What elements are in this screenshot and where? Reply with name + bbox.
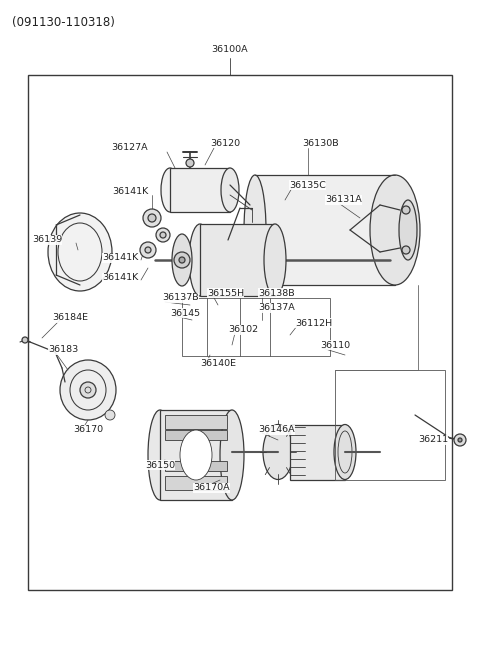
Text: 36137B: 36137B — [162, 293, 199, 303]
Ellipse shape — [48, 213, 112, 291]
Ellipse shape — [172, 234, 192, 286]
Circle shape — [458, 438, 462, 442]
Ellipse shape — [263, 424, 293, 479]
Circle shape — [454, 434, 466, 446]
Circle shape — [22, 337, 28, 343]
Bar — [165, 476, 227, 490]
Text: 36138B: 36138B — [258, 288, 295, 297]
Text: 36150: 36150 — [145, 460, 175, 470]
Text: 36112H: 36112H — [295, 318, 332, 328]
Text: 36170A: 36170A — [193, 483, 229, 493]
Ellipse shape — [399, 200, 417, 260]
Bar — [200, 224, 275, 296]
Circle shape — [140, 242, 156, 258]
Ellipse shape — [221, 168, 239, 212]
Text: 36102: 36102 — [228, 326, 258, 335]
Text: 36183: 36183 — [48, 345, 78, 354]
Circle shape — [402, 206, 410, 214]
Bar — [170, 168, 230, 212]
Text: 36110: 36110 — [320, 341, 350, 350]
Circle shape — [143, 209, 161, 227]
Circle shape — [148, 214, 156, 222]
Text: 36145: 36145 — [170, 309, 200, 318]
Text: 36135C: 36135C — [289, 181, 326, 189]
Circle shape — [156, 228, 170, 242]
Circle shape — [80, 382, 96, 398]
Circle shape — [402, 246, 410, 254]
Text: 36139: 36139 — [32, 236, 62, 244]
Ellipse shape — [161, 168, 179, 212]
Text: 36184E: 36184E — [52, 314, 88, 322]
Ellipse shape — [105, 410, 115, 420]
Circle shape — [179, 257, 185, 263]
Ellipse shape — [60, 360, 116, 420]
Bar — [165, 461, 227, 471]
Circle shape — [186, 159, 194, 167]
Ellipse shape — [334, 424, 356, 479]
Ellipse shape — [244, 175, 266, 285]
Ellipse shape — [148, 410, 172, 500]
Circle shape — [145, 247, 151, 253]
Text: 36141K: 36141K — [102, 274, 138, 282]
Text: 36100A: 36100A — [212, 45, 248, 54]
Ellipse shape — [220, 410, 244, 500]
Text: 36155H: 36155H — [207, 288, 244, 297]
Text: 36137A: 36137A — [258, 303, 295, 312]
Ellipse shape — [180, 430, 212, 480]
Bar — [182, 298, 330, 356]
Ellipse shape — [189, 224, 211, 296]
Bar — [255, 175, 395, 285]
Text: 36130B: 36130B — [302, 138, 338, 147]
Bar — [290, 425, 345, 480]
Ellipse shape — [264, 224, 286, 296]
Text: 36140E: 36140E — [200, 358, 236, 367]
Circle shape — [174, 252, 190, 268]
Text: 36131A: 36131A — [325, 195, 362, 204]
Text: 36120: 36120 — [210, 138, 240, 147]
Text: 36211: 36211 — [418, 436, 448, 445]
Text: 36146A: 36146A — [258, 426, 295, 434]
Text: (091130-110318): (091130-110318) — [12, 16, 115, 29]
Bar — [335, 370, 445, 480]
Bar — [160, 410, 232, 500]
Ellipse shape — [370, 175, 420, 285]
Text: 36141K: 36141K — [102, 253, 138, 263]
Bar — [165, 430, 227, 440]
Bar — [28, 75, 452, 590]
Text: 36141K: 36141K — [112, 187, 148, 196]
Circle shape — [160, 232, 166, 238]
Text: 36127A: 36127A — [111, 143, 148, 153]
Text: 36170: 36170 — [73, 426, 103, 434]
Bar — [165, 415, 227, 429]
